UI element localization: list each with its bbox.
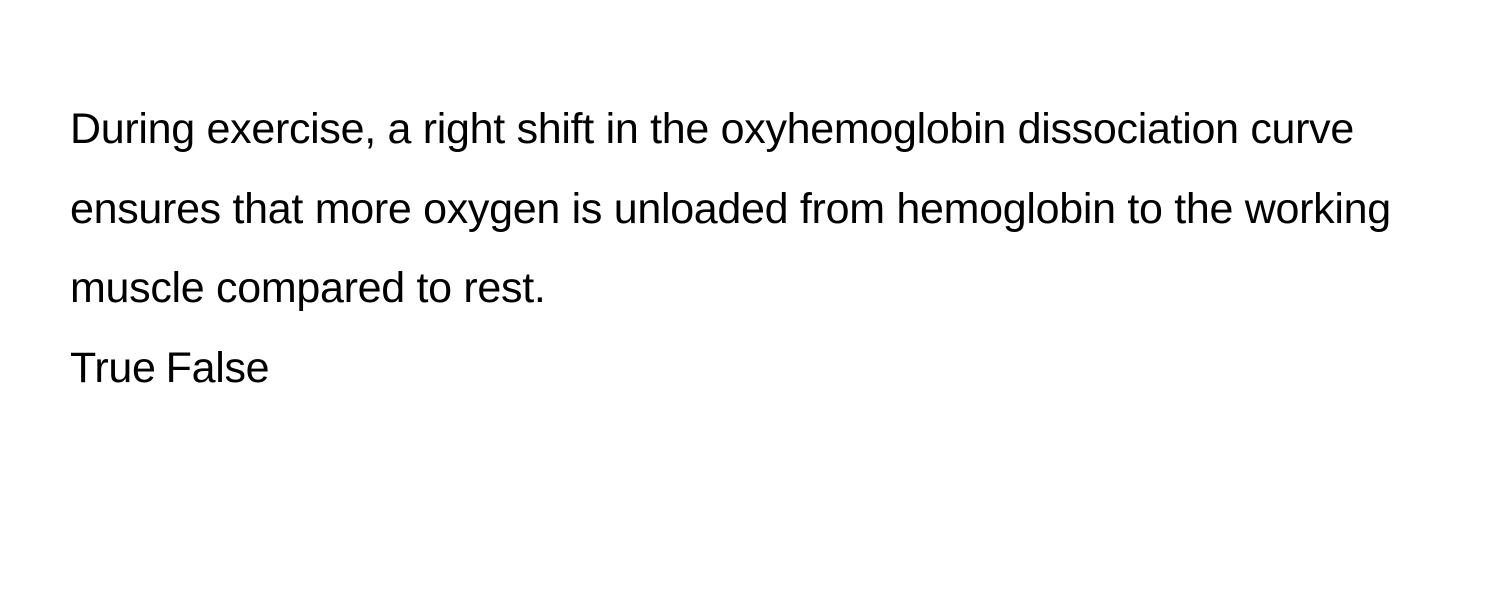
option-false[interactable]: False (166, 344, 270, 392)
option-true[interactable]: True (70, 344, 156, 392)
question-statement: During exercise, a right shift in the ox… (70, 90, 1430, 329)
answer-options-row: TrueFalse (70, 329, 1430, 409)
